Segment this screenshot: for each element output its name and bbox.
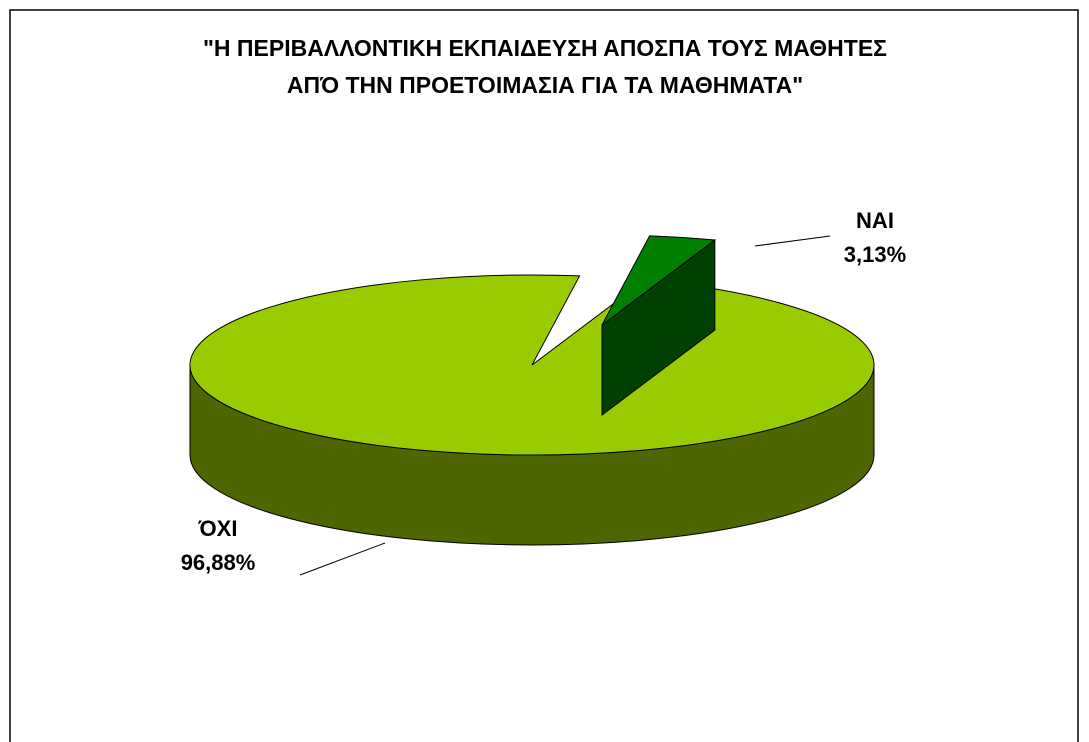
leader-line: [754, 235, 831, 247]
slice-value-label: 96,88%: [181, 550, 256, 575]
slice: [189, 274, 875, 456]
slice-label: ΌΧΙ: [198, 516, 238, 541]
chart-title: ΑΠΌ ΤΗΝ ΠΡΟΕΤΟΙΜΑΣΙΑ ΓΙΑ ΤΑ ΜΑΘΗΜΑΤΑ": [287, 72, 803, 98]
slice-label: ΝΑΙ: [856, 208, 894, 233]
leader-line: [299, 542, 386, 576]
chart-title: "Η ΠΕΡΙΒΑΛΛΟΝΤΙΚΗ ΕΚΠΑΙΔΕΥΣΗ ΑΠΟΣΠΑ ΤΟΥΣ…: [203, 35, 887, 61]
slice-value-label: 3,13%: [844, 242, 906, 267]
slice: [601, 235, 717, 326]
